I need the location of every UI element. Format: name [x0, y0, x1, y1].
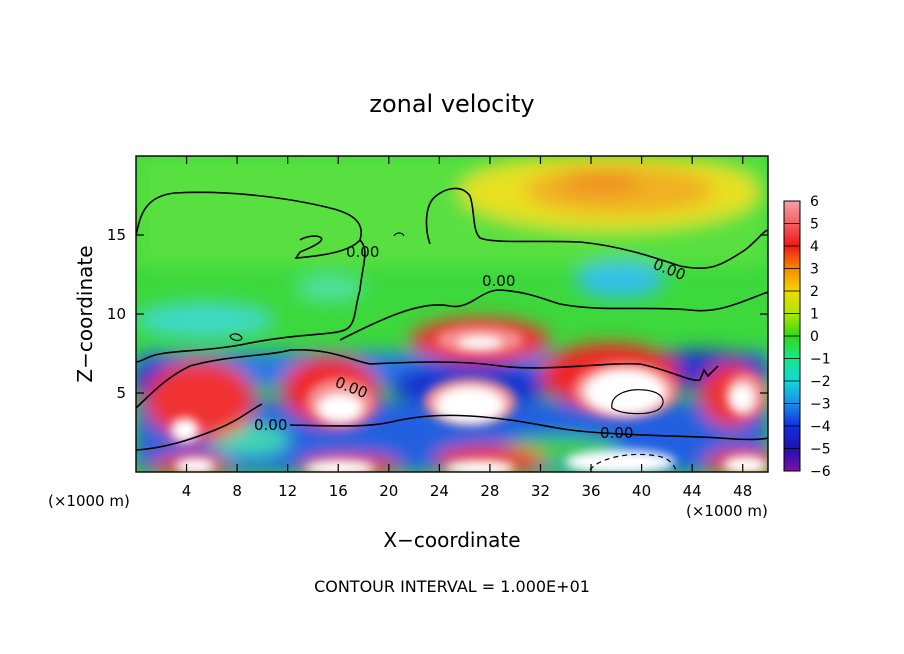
- x-tick-label: 24: [430, 482, 449, 500]
- contour-line-upper: [136, 191, 366, 363]
- x-tick-label: 36: [581, 482, 600, 500]
- colorbar-tick-label: 4: [810, 239, 819, 255]
- heatmap-field: [136, 156, 768, 472]
- contour-label: 0.00: [482, 272, 515, 290]
- colorbar: 6 5 4 3 2 1 0 −1 −2 −3 −4 −5 −6: [783, 194, 831, 480]
- colorbar-tick-label: 0: [810, 329, 819, 345]
- contour-label: 0.00: [346, 243, 379, 261]
- x-tick-label: 4: [182, 482, 192, 500]
- contour-line-lower: [136, 348, 768, 451]
- contour-dashed: [589, 453, 677, 472]
- contour-line-mid: [339, 289, 768, 341]
- y-axis-label: Z−coordinate: [73, 245, 97, 382]
- x-axis-units-left: (×1000 m): [48, 492, 130, 510]
- colorbar-tick-label: −5: [810, 442, 831, 458]
- contour-loop-tiny: [393, 232, 405, 237]
- x-tick-label: 28: [480, 482, 499, 500]
- contour-line-top-right: [425, 187, 768, 270]
- x-tick-label: 12: [278, 482, 297, 500]
- colorbar-tick-label: 5: [810, 217, 819, 233]
- colorbar-tick-label: −2: [810, 374, 831, 390]
- x-tick-label: 40: [632, 482, 651, 500]
- y-axis-ticks: 5 10 15: [107, 226, 768, 402]
- colorbar-tick-label: −4: [810, 419, 831, 435]
- colorbar-tick-label: 3: [810, 262, 819, 278]
- colorbar-tick-label: −1: [810, 352, 831, 368]
- colorbar-tick-label: 6: [810, 194, 819, 210]
- contour-label: 0.00: [600, 424, 633, 442]
- colorbar-tick-label: 2: [810, 284, 819, 300]
- colorbar-tick-label: −6: [810, 464, 831, 480]
- x-tick-label: 8: [232, 482, 242, 500]
- colorbar-tick-label: −3: [810, 397, 831, 413]
- y-tick-label: 5: [116, 384, 126, 402]
- x-tick-label: 48: [733, 482, 752, 500]
- colorbar-tick-label: 1: [810, 307, 819, 323]
- contour-loop-small: [229, 333, 243, 342]
- y-tick-label: 15: [107, 226, 126, 244]
- x-tick-label: 20: [379, 482, 398, 500]
- x-axis-units-right: (×1000 m): [686, 502, 768, 520]
- chart-title: zonal velocity: [369, 90, 534, 118]
- contour-lines: [136, 187, 768, 472]
- contour-label: 0.00: [254, 416, 287, 434]
- x-tick-label: 44: [683, 482, 702, 500]
- x-tick-label: 32: [531, 482, 550, 500]
- x-axis-label: X−coordinate: [383, 528, 520, 552]
- contour-interval-note: CONTOUR INTERVAL = 1.000E+01: [314, 577, 590, 596]
- y-tick-label: 10: [107, 305, 126, 323]
- contour-loop-right: [611, 389, 664, 415]
- colorbar-ticks: 6 5 4 3 2 1 0 −1 −2 −3 −4 −5 −6: [784, 194, 831, 480]
- x-tick-label: 16: [329, 482, 348, 500]
- x-axis-ticks: 4 8 12 16 20 24 28 32 36 40 44 48: [182, 156, 752, 500]
